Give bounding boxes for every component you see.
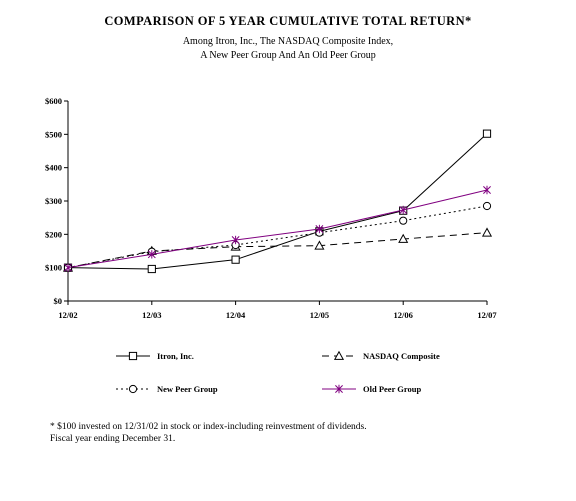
- y-tick-label: $0: [54, 296, 63, 306]
- legend-marker-1-shape: [128, 351, 138, 361]
- series-2-point-shape: [481, 227, 493, 237]
- chart-title: COMPARISON OF 5 YEAR CUMULATIVE TOTAL RE…: [104, 14, 472, 28]
- x-tick-label: 12/02: [58, 310, 77, 320]
- x-tick-label: 12/07: [477, 310, 497, 320]
- series-1-point: [231, 255, 240, 264]
- series-line-3: [67, 205, 488, 269]
- series-4-point: [231, 235, 240, 245]
- series-4-point: [483, 185, 491, 195]
- series-1-point: [482, 129, 492, 138]
- chart-subtitle-line-2: A New Peer Group And An Old Peer Group: [200, 50, 376, 61]
- y-tick-label: $100: [45, 263, 62, 273]
- series-3-point-shape: [399, 216, 408, 225]
- series-1-point: [147, 264, 156, 274]
- legend-label-2: NASDAQ Composite: [363, 351, 440, 361]
- x-tick-label: 12/05: [310, 310, 329, 320]
- chart-subtitle-line-1: Among Itron, Inc., The NASDAQ Composite …: [182, 36, 394, 47]
- series-2-point: [481, 227, 493, 237]
- y-tick-label: $600: [45, 96, 62, 106]
- x-tick-label: 12/04: [226, 310, 246, 320]
- series-line-4: [67, 189, 488, 269]
- legend-marker-3: [128, 384, 138, 394]
- series-4-point: [147, 250, 156, 259]
- series-line-1: [67, 133, 488, 270]
- legend-label-1: Itron, Inc.: [157, 351, 194, 361]
- footnote-investment: * $100 invested on 12/31/02 in stock or …: [50, 422, 367, 432]
- legend-label-3: New Peer Group: [157, 384, 218, 394]
- legend-marker-4: [335, 384, 343, 394]
- series-2-point: [314, 240, 325, 250]
- series-2-point-shape: [398, 233, 409, 243]
- footnote-fiscal-year: Fiscal year ending December 31.: [50, 434, 176, 444]
- x-tick-label: 12/03: [142, 310, 161, 320]
- y-tick-label: $500: [45, 129, 62, 139]
- series-1-point-shape: [147, 264, 156, 274]
- series-4-point: [399, 205, 408, 215]
- series-1-point-shape: [482, 129, 492, 138]
- series-line-2: [67, 232, 488, 269]
- series-1-point-shape: [231, 255, 240, 264]
- series-4-point: [64, 263, 72, 272]
- legend-marker-2: [333, 350, 345, 360]
- y-tick-label: $400: [45, 163, 62, 173]
- series-2-point: [398, 233, 409, 243]
- legend-marker-2-shape: [333, 350, 345, 360]
- legend-marker-3-shape: [128, 384, 138, 394]
- y-tick-label: $300: [45, 196, 62, 206]
- series-2-point-shape: [314, 240, 325, 250]
- legend-marker-1: [128, 351, 138, 361]
- series-3-point-shape: [482, 201, 492, 211]
- series-4-point: [315, 224, 324, 234]
- legend-label-4: Old Peer Group: [363, 384, 422, 394]
- x-tick-label: 12/06: [394, 310, 413, 320]
- series-3-point: [482, 201, 492, 211]
- series-3-point: [399, 216, 408, 225]
- y-tick-label: $200: [45, 229, 62, 239]
